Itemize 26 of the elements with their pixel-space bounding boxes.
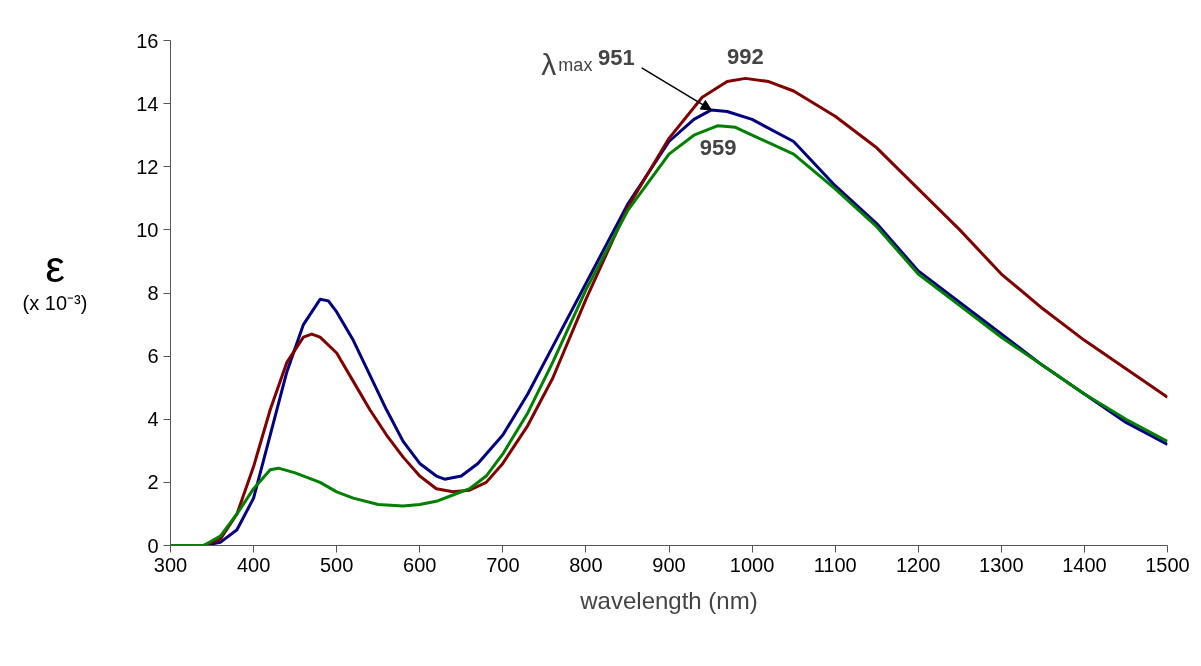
x-tick-label: 1300 <box>979 553 1024 576</box>
y-tick-label: 6 <box>147 345 159 368</box>
y-tick-label: 16 <box>136 29 159 52</box>
x-axis-title: wavelength (nm) <box>579 586 758 614</box>
x-tick-label: 800 <box>569 553 603 576</box>
y-tick-label: 12 <box>136 155 159 178</box>
x-tick-label: 1000 <box>729 553 775 576</box>
x-tick-label: 1200 <box>896 553 941 576</box>
annotation: 992 <box>727 44 764 70</box>
y-tick-label: 14 <box>136 92 159 115</box>
annotation: λmax <box>541 48 593 82</box>
x-tick-label: 400 <box>236 553 271 576</box>
y-tick-label: 10 <box>136 218 159 241</box>
y-tick-label: 8 <box>147 282 159 304</box>
annotation: 959 <box>699 134 737 160</box>
y-axis-title: ε (x 10⁻³) <box>21 242 89 316</box>
x-tick-label: 700 <box>486 553 520 576</box>
x-tick-label: 1500 <box>1145 553 1190 576</box>
x-tick-label: 600 <box>403 553 437 576</box>
x-tick-label: 500 <box>319 553 354 576</box>
y-tick-label: 4 <box>147 408 159 431</box>
annotation: 951 <box>598 44 635 70</box>
x-tick-label: 1400 <box>1062 553 1107 576</box>
x-tick-label: 1100 <box>813 553 857 576</box>
x-tick-label: 900 <box>652 553 686 576</box>
y-tick-label: 2 <box>147 471 159 494</box>
